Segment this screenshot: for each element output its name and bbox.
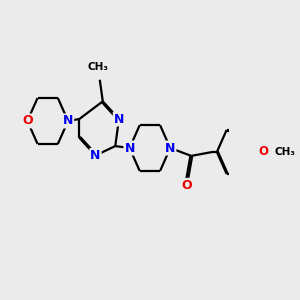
Text: CH₃: CH₃ xyxy=(88,62,109,72)
Text: N: N xyxy=(114,112,124,125)
Text: O: O xyxy=(182,179,192,192)
Text: CH₃: CH₃ xyxy=(275,147,296,157)
Text: N: N xyxy=(90,149,101,162)
Text: N: N xyxy=(124,142,135,154)
Text: N: N xyxy=(63,115,73,128)
Text: N: N xyxy=(165,142,175,154)
Text: O: O xyxy=(259,146,269,158)
Text: O: O xyxy=(22,115,33,128)
